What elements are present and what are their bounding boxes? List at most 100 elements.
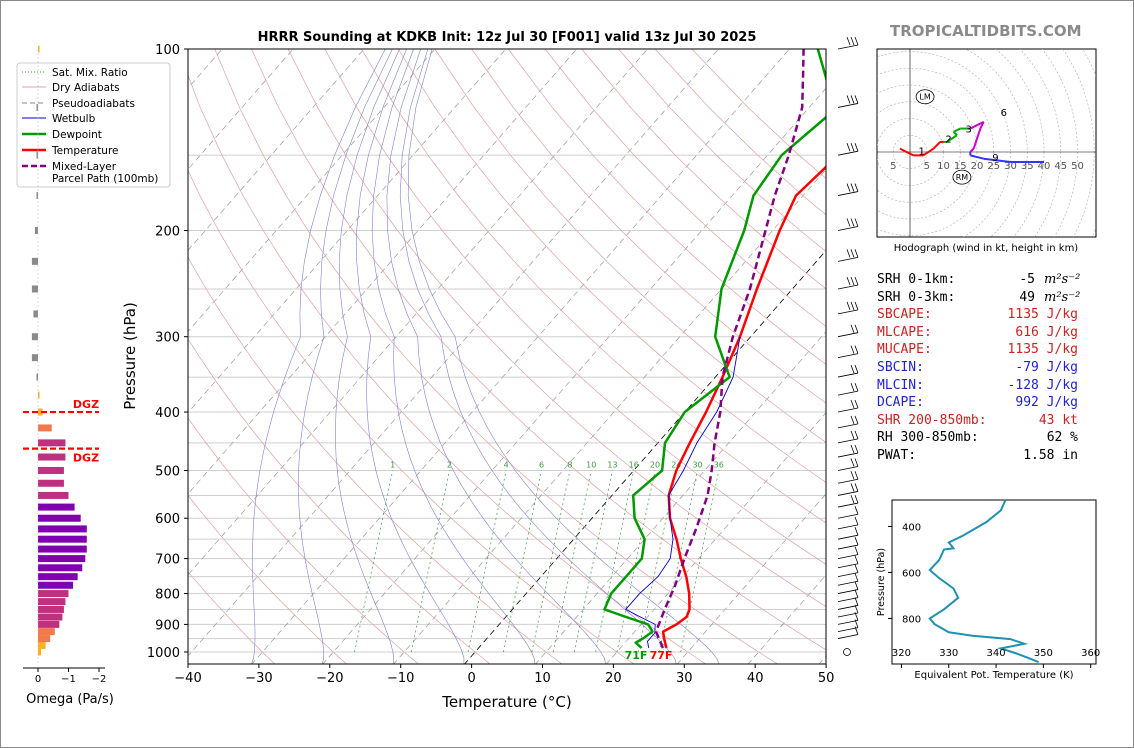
wind-barb-flag [846, 301, 851, 311]
wind-barb [837, 309, 859, 315]
dry-adiabat-line [188, 256, 563, 664]
index-label: SRH 0-3km: [877, 289, 956, 305]
isotherm-line [188, 49, 507, 414]
mixing-ratio-label: 8 [567, 460, 572, 469]
wind-barb-flag [850, 458, 855, 467]
wind-barb-flag [854, 626, 859, 635]
omega-bar [38, 391, 40, 399]
x-tick-label: 30 [676, 671, 693, 686]
mixing-ratio-label: 24 [671, 460, 681, 469]
mixing-ratio-line [503, 470, 542, 653]
wind-barb-flag [854, 183, 859, 192]
wind-barb-flag [850, 383, 855, 392]
pseudoadiabat-line [399, 49, 677, 664]
wind-barb-flag [854, 573, 859, 582]
wind-barb [837, 580, 859, 586]
wind-barb-flag [854, 364, 859, 374]
wind-barb-flag [846, 143, 851, 152]
theta-e-y-tick-label: 400 [902, 522, 921, 533]
storm-motion-label: LM [919, 93, 930, 102]
legend-entry-line: Mixed-Layer [52, 161, 117, 173]
legend-entry: Wetbulb [52, 113, 96, 125]
calm-wind-circle [843, 648, 851, 656]
wind-barb [837, 150, 859, 156]
omega-bar [38, 466, 64, 474]
wind-barb [837, 524, 859, 530]
wind-barb-flag [854, 399, 859, 409]
wind-barb-flag [850, 415, 855, 425]
index-value: -79 J/kg [1015, 360, 1078, 375]
wind-barb-flag [854, 345, 859, 354]
omega-bar [38, 648, 42, 656]
wind-barb [837, 256, 859, 262]
wind-barb-flag [854, 143, 859, 152]
omega-bar [38, 641, 46, 649]
wind-barb-flag [850, 430, 855, 440]
hodograph-ring-label: 45 [1054, 161, 1067, 172]
mixing-ratio-label: 20 [650, 460, 660, 469]
x-tick-label: 10 [534, 671, 551, 686]
wind-barb [837, 597, 859, 603]
wind-barb [837, 612, 859, 618]
x-tick-label: 20 [605, 671, 622, 686]
omega-bar [36, 151, 38, 159]
index-value: 992 J/kg [1015, 395, 1078, 411]
omega-bar [38, 424, 52, 432]
wind-barb [837, 534, 859, 540]
wind-barb-flag [854, 536, 859, 546]
hodograph-segment [946, 134, 958, 143]
dry-adiabat-line [434, 49, 826, 443]
series-line-mixed-layer [654, 49, 805, 649]
wind-barb [837, 589, 859, 594]
wind-barb-flag [854, 589, 859, 598]
omega-bar [31, 285, 38, 293]
omega-bar [36, 373, 38, 381]
hodograph-height-label: 9 [992, 153, 998, 164]
skewt-inner: 1 2 4 6 8 10 13 16 20 24 30 36 [188, 49, 826, 664]
wind-barb-flag [850, 444, 855, 454]
mixing-ratio-label: 36 [714, 460, 724, 469]
dry-adiabat-line [544, 49, 826, 327]
hodograph-height-label: 1 [919, 146, 925, 157]
wind-barb-flag [854, 444, 859, 454]
mixing-ratio-line [616, 470, 656, 653]
mixing-ratio-line [680, 470, 720, 653]
omega-bar [38, 408, 43, 416]
hodograph-inner [877, 49, 1096, 237]
omega-axis-label: Omega (Pa/s) [26, 692, 114, 707]
legend: Sat. Mix. Ratio Dry Adiabats Pseudoadiabat… [16, 62, 171, 188]
legend-entry: Pseudoadiabats [52, 98, 135, 110]
omega-bar [38, 620, 60, 628]
mixing-ratio-label: 6 [539, 460, 544, 469]
mixing-ratio-label: 30 [692, 460, 702, 469]
wind-barb-flag [850, 249, 855, 258]
wind-barb-flag [854, 604, 859, 614]
dry-adiabat-line [324, 49, 826, 565]
mixing-ratio-label: 4 [504, 460, 509, 469]
legend-box [16, 62, 171, 188]
series-line-wetbulb [625, 336, 741, 649]
legend-entry: Mixed-Layer Parcel Path (100mb) [52, 161, 158, 185]
wind-barb [837, 620, 859, 625]
theta-e-x-tick-label: 340 [987, 648, 1006, 659]
hodograph-height-label: 2 [945, 135, 951, 146]
site-brand: TROPICALTIDBITS.COM [890, 22, 1082, 40]
x-axis-label: Temperature (°C) [441, 693, 571, 711]
theta-e-x-tick-label: 360 [1081, 648, 1100, 659]
wind-barb [837, 513, 859, 519]
wind-barb [837, 544, 859, 550]
omega-tick-label: −1 [61, 674, 76, 685]
wind-barb [837, 353, 859, 359]
wind-barb [837, 390, 859, 396]
chart-title: HRRR Sounding at KDKB Init: 12z Jul 30 [… [258, 30, 757, 45]
omega-bar [34, 227, 38, 235]
theta-e-x-label: Equivalent Pot. Temperature (K) [914, 670, 1073, 681]
wind-barb-flag [854, 516, 859, 526]
mixing-ratio-line [552, 470, 592, 653]
index-value: 1.58 in [1023, 448, 1078, 463]
mixing-ratio-label: 2 [447, 460, 452, 469]
wind-barb [837, 634, 859, 639]
pseudoadiabat-line [407, 49, 720, 664]
hodograph-segment [983, 157, 1011, 164]
